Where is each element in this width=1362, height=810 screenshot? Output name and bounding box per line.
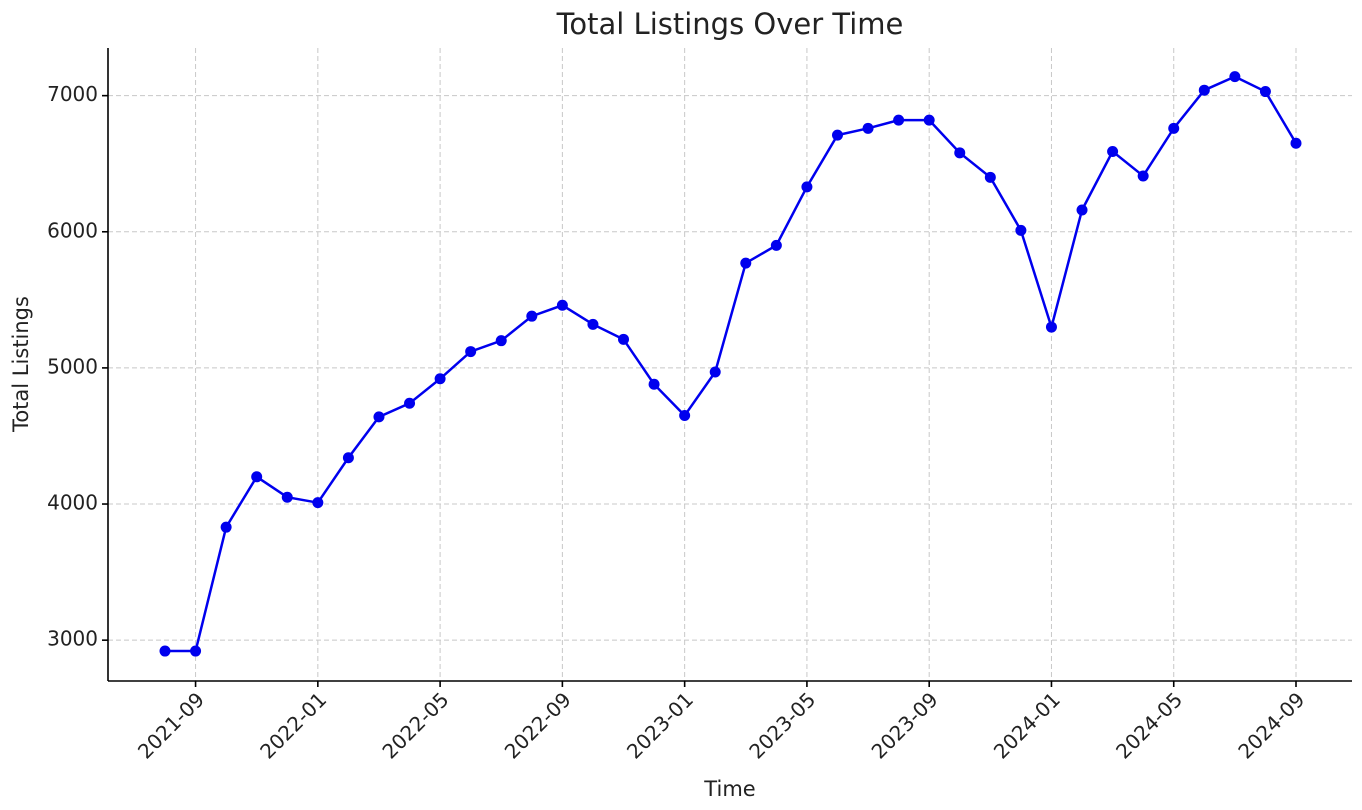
data-point <box>740 257 752 269</box>
data-point <box>1198 84 1210 96</box>
data-point <box>465 346 477 358</box>
data-point <box>1045 321 1057 333</box>
data-point <box>434 373 446 385</box>
chart-title: Total Listings Over Time <box>556 7 904 41</box>
data-point <box>618 333 630 345</box>
data-point <box>679 410 691 422</box>
data-point <box>526 310 538 322</box>
data-point <box>373 411 385 423</box>
x-tick-label: 2022-09 <box>500 687 576 763</box>
x-axis-label: Time <box>703 777 755 801</box>
data-point <box>648 378 660 390</box>
data-point <box>862 122 874 134</box>
x-tick-label: 2021-09 <box>133 687 209 763</box>
data-point <box>923 114 935 126</box>
series-line <box>165 75 1298 653</box>
x-tick-label: 2024-09 <box>1233 687 1309 763</box>
y-tick-label: 7000 <box>47 82 98 106</box>
data-point <box>984 171 996 183</box>
data-point <box>556 299 568 311</box>
x-tick-label: 2024-05 <box>1111 687 1187 763</box>
data-point <box>1137 170 1149 182</box>
x-tick-label: 2023-09 <box>867 687 943 763</box>
data-point <box>342 452 354 464</box>
data-point <box>1015 224 1027 236</box>
y-tick-label: 3000 <box>47 627 98 651</box>
x-tick-label: 2023-01 <box>622 687 698 763</box>
data-point <box>893 114 905 126</box>
data-point <box>312 497 324 509</box>
data-point <box>159 645 171 657</box>
data-point <box>709 366 721 378</box>
x-tick-label: 2024-01 <box>989 687 1065 763</box>
data-point <box>220 521 232 533</box>
data-point <box>1168 122 1180 134</box>
data-point <box>251 471 263 483</box>
x-tick-label: 2022-05 <box>377 687 453 763</box>
x-tick-label: 2022-01 <box>255 687 331 763</box>
data-point <box>801 181 813 193</box>
data-point <box>831 129 843 141</box>
data-point <box>1290 137 1302 149</box>
y-tick-label: 4000 <box>47 491 98 515</box>
data-point <box>1259 86 1271 98</box>
data-point <box>1107 145 1119 157</box>
data-point <box>1229 71 1241 83</box>
y-tick-label: 5000 <box>47 354 98 378</box>
data-point <box>770 239 782 251</box>
data-point <box>1076 204 1088 216</box>
data-point <box>587 318 599 330</box>
data-point <box>495 335 507 347</box>
data-point <box>404 397 416 409</box>
x-tick-label: 2023-05 <box>744 687 820 763</box>
y-tick-label: 6000 <box>47 218 98 242</box>
data-point <box>954 147 966 159</box>
y-axis-label: Total Listings <box>9 296 33 433</box>
data-point <box>281 491 293 503</box>
data-point <box>190 645 202 657</box>
